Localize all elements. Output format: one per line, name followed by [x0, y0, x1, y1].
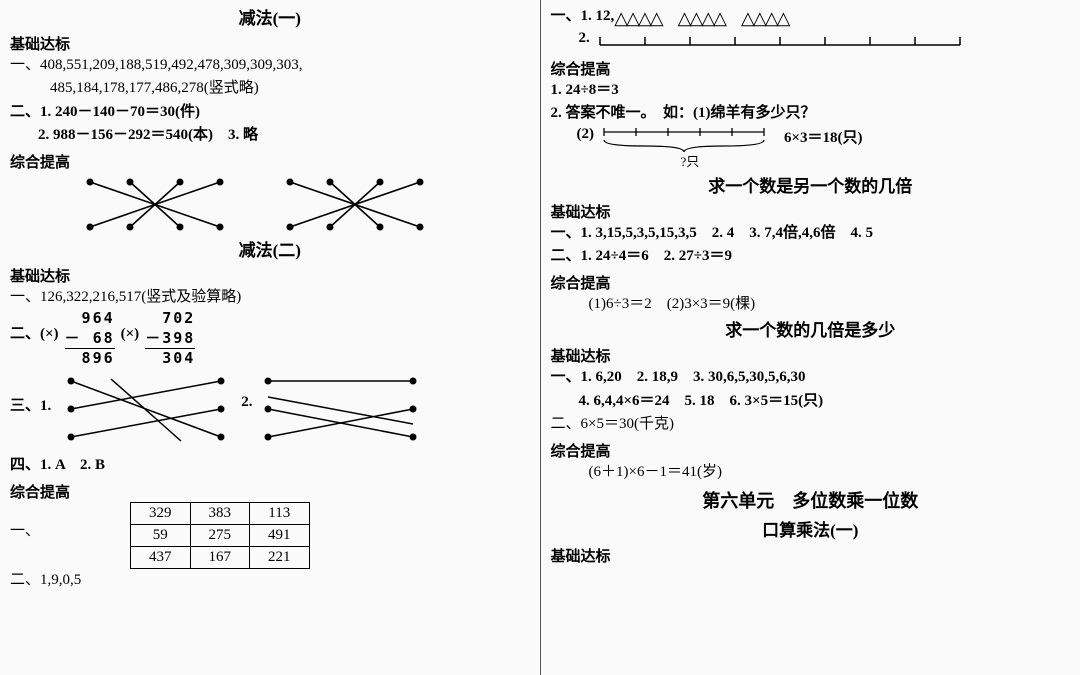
line-2a: 二、1. 240－140－70＝30(件): [10, 101, 530, 124]
r6b: 4. 6,4,4×6＝24 5. 18 6. 3×5＝15(只): [551, 390, 1071, 413]
number-line-icon: [590, 30, 970, 54]
line-6: 四、1. A 2. B: [10, 454, 530, 477]
label-3-2: 2.: [241, 369, 252, 411]
triangles-row: 一、1. 12, △△△△ △△△△ △△△△: [551, 4, 1071, 30]
line-4m: (×): [121, 309, 140, 346]
comp-header-r: 综合提高: [551, 58, 1071, 79]
r1: 1. 24÷8＝3: [551, 79, 1071, 102]
title-subtraction-1: 减法(一): [10, 4, 530, 29]
matching-row: 三、1. 2.: [10, 369, 530, 454]
label-3-1: 三、1.: [10, 369, 51, 415]
triangle-icon: △△△△ △△△△ △△△△: [614, 4, 788, 30]
title-4: 求一个数的几倍是多少: [551, 316, 1071, 341]
r5: (1)6÷3＝2 (2)3×3＝9(棵): [551, 293, 1071, 316]
comp-header-2: 综合提高: [10, 481, 530, 502]
r8: (6＋1)×6－1＝41(岁): [551, 461, 1071, 484]
basic-header-r2: 基础达标: [551, 345, 1071, 366]
line-1: 一、408,551,209,188,519,492,478,309,309,30…: [10, 54, 530, 77]
line-4: 二、(×): [10, 309, 59, 346]
left-column: 减法(一) 基础达标 一、408,551,209,188,519,492,478…: [0, 0, 540, 675]
vcalc-2: 702 －398 304: [145, 309, 195, 369]
r3: 一、1. 3,15,5,3,5,15,3,5 2. 4 3. 7,4倍,4,6倍…: [551, 222, 1071, 245]
comp-header: 综合提高: [10, 151, 530, 172]
basic-header-r3: 基础达标: [551, 545, 1071, 566]
numberline-row: 2.: [551, 30, 1071, 54]
comp-header-r3: 综合提高: [551, 440, 1071, 461]
title-5: 第六单元 多位数乘一位数: [551, 487, 1071, 513]
basic-header: 基础达标: [10, 33, 530, 54]
comp-header-r2: 综合提高: [551, 272, 1071, 293]
label-yi: 一、: [10, 502, 40, 543]
line-8: 二、1,9,0,5: [10, 569, 530, 592]
line-2b: 2. 988－156－292＝540(本) 3. 略: [10, 124, 530, 147]
basic-header-2: 基础达标: [10, 265, 530, 286]
cross-diagram-1: [70, 172, 470, 236]
r4: 二、1. 24÷4＝6 2. 27÷3＝9: [551, 245, 1071, 268]
match-diagram-2: [253, 369, 433, 454]
r7: 二、6×5＝30(千克): [551, 413, 1071, 436]
answer-table: 329383113 59275491 437167221: [130, 502, 310, 569]
right-column: 一、1. 12, △△△△ △△△△ △△△△ 2. 综合提高 1. 24÷8＝…: [541, 0, 1080, 675]
line-1b: 485,184,178,177,486,278(竖式略): [10, 77, 530, 100]
basic-header-r: 基础达标: [551, 201, 1071, 222]
r2: 2. 答案不唯一。 如：(1)绵羊有多少只？: [551, 102, 1071, 125]
r6a: 一、1. 6,20 2. 18,9 3. 30,6,5,30,5,6,30: [551, 366, 1071, 389]
vcalc-1: 964 － 68 896: [65, 309, 115, 369]
title-3: 求一个数是另一个数的几倍: [551, 172, 1071, 197]
title-6: 口算乘法(一): [551, 516, 1071, 541]
line-3: 一、126,322,216,517(竖式及验算略): [10, 286, 530, 309]
title-subtraction-2: 减法(二): [10, 236, 530, 261]
match-diagram-1: [51, 369, 241, 454]
vertical-calc-row: 二、(×) 964 － 68 896 (×) 702 －398 304: [10, 309, 530, 369]
